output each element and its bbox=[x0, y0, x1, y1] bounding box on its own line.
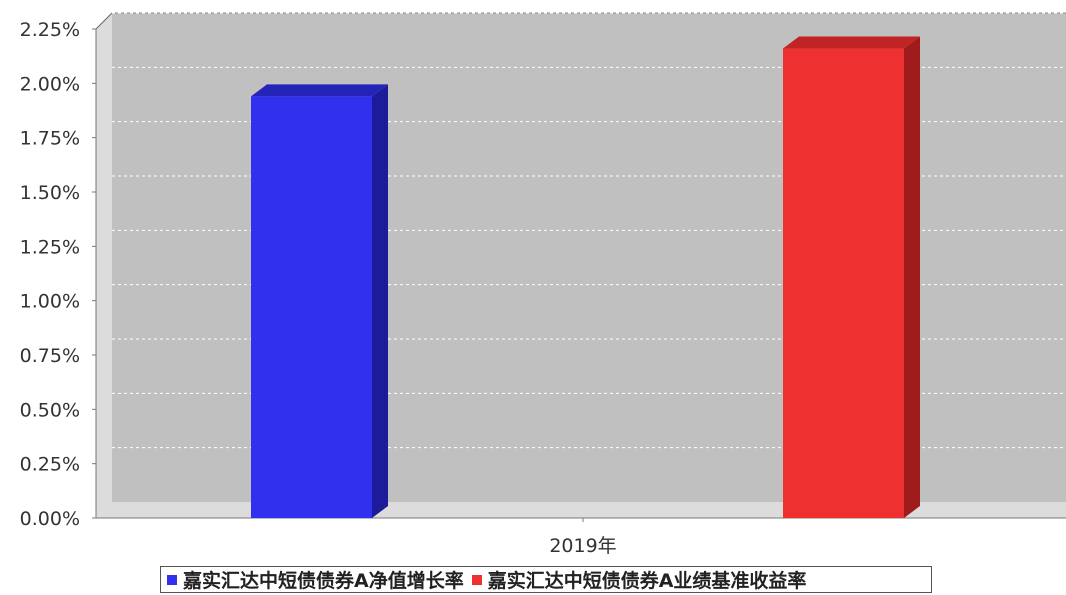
y-tick-label: 2.25% bbox=[20, 19, 80, 41]
y-tick-label: 0.75% bbox=[20, 345, 80, 367]
legend-swatch-blue bbox=[167, 574, 177, 585]
y-tick-label: 1.50% bbox=[20, 182, 80, 204]
plot-left-wall bbox=[96, 13, 112, 518]
x-axis: 2019年 bbox=[96, 517, 1066, 557]
plot-floor bbox=[96, 502, 1066, 518]
y-tick-label: 1.75% bbox=[20, 128, 80, 150]
bar-side bbox=[904, 36, 920, 519]
legend: 嘉实汇达中短债债券A净值增长率 嘉实汇达中短债债券A业绩基准收益率 bbox=[160, 566, 932, 593]
y-tick-label: 0.25% bbox=[20, 454, 80, 476]
plot-edge bbox=[95, 12, 113, 30]
y-tick-label: 0.50% bbox=[20, 399, 80, 421]
bar-front bbox=[783, 48, 904, 519]
bar-top bbox=[251, 84, 388, 97]
y-tick-label: 1.25% bbox=[20, 236, 80, 258]
x-tick-label: 2019年 bbox=[549, 535, 616, 557]
legend-label-series-1: 嘉实汇达中短债债券A净值增长率 bbox=[183, 570, 464, 592]
bar-top bbox=[783, 36, 920, 49]
plot-background bbox=[95, 12, 1066, 518]
bar-side bbox=[372, 84, 388, 518]
y-axis: 0.00% 0.25% 0.50% 0.75% 1.00% 1.25% 1.50% 1.75%… bbox=[20, 19, 97, 530]
legend-item-series-2: 嘉实汇达中短债债券A业绩基准收益率 bbox=[471, 566, 807, 593]
y-tick-label: 0.00% bbox=[20, 508, 80, 530]
legend-item-series-1: 嘉实汇达中短债债券A净值增长率 bbox=[167, 566, 464, 593]
y-tick-label: 2.00% bbox=[20, 73, 80, 95]
bar-1 bbox=[251, 84, 388, 518]
bar-front bbox=[251, 96, 372, 518]
y-tick-label: 1.00% bbox=[20, 291, 80, 313]
bar-2 bbox=[783, 36, 920, 519]
legend-swatch-red bbox=[471, 574, 482, 585]
bars bbox=[251, 36, 920, 519]
legend-label-series-2: 嘉实汇达中短债债券A业绩基准收益率 bbox=[487, 570, 807, 592]
